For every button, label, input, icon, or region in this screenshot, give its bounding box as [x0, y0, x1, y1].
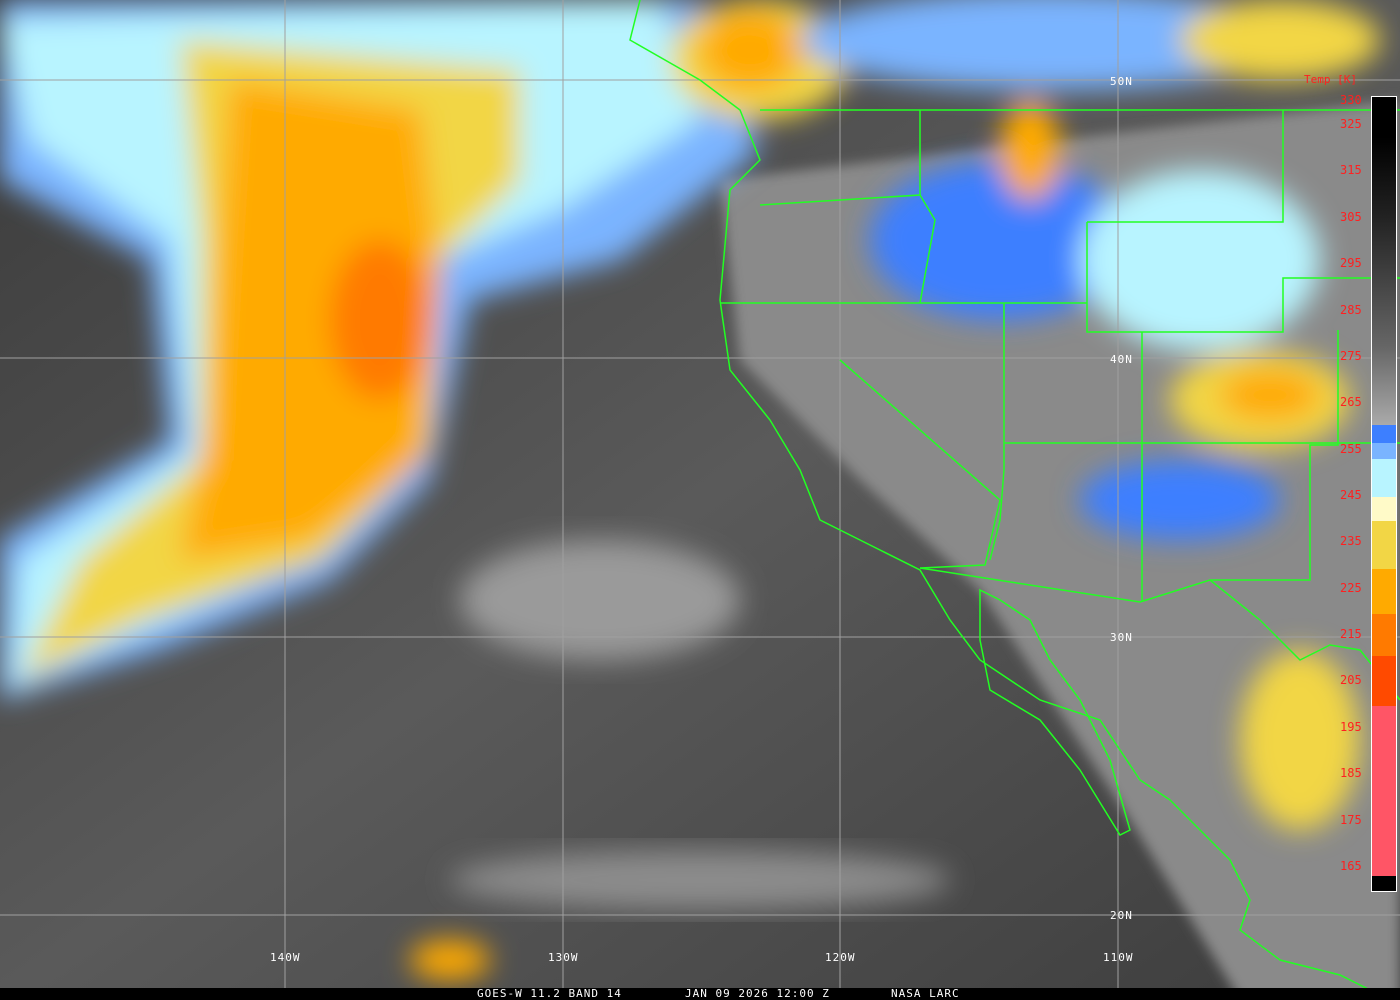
colorbar-tick-label: 175	[1340, 813, 1362, 827]
datetime-label: JAN 09 2026 12:00 Z	[685, 987, 830, 1000]
colorbar-tick-label: 330	[1340, 93, 1362, 107]
product-label: GOES-W 11.2 BAND 14	[477, 987, 622, 1000]
colorbar-tick-label: 305	[1340, 210, 1362, 224]
temperature-colorbar	[1371, 96, 1397, 892]
colorbar-tick-label: 215	[1340, 627, 1362, 641]
colorbar-tick-label: 235	[1340, 534, 1362, 548]
lat-label-20n: 20N	[1110, 909, 1133, 922]
lon-label-130w: 130W	[548, 951, 579, 964]
colorbar-tick-label: 265	[1340, 395, 1362, 409]
lon-label-120w: 120W	[825, 951, 856, 964]
colorbar-tick-label: 185	[1340, 766, 1362, 780]
caption-bar: GOES-W 11.2 BAND 14 JAN 09 2026 12:00 Z …	[0, 988, 1400, 1000]
colorbar-tick-label: 225	[1340, 581, 1362, 595]
credit-label: NASA LARC	[891, 987, 960, 1000]
colorbar-tick-label: 295	[1340, 256, 1362, 270]
colorbar-tick-label: 275	[1340, 349, 1362, 363]
lat-label-50n: 50N	[1110, 75, 1133, 88]
colorbar-tick-label: 195	[1340, 720, 1362, 734]
colorbar-tick-label: 325	[1340, 117, 1362, 131]
lon-label-140w: 140W	[270, 951, 301, 964]
political-boundaries	[629, 0, 1400, 991]
colorbar-tick-label: 255	[1340, 442, 1362, 456]
colorbar-tick-label: 165	[1340, 859, 1362, 873]
lat-label-30n: 30N	[1110, 631, 1133, 644]
colorbar-tick-label: 245	[1340, 488, 1362, 502]
lat-label-40n: 40N	[1110, 353, 1133, 366]
colorbar-tick-label: 205	[1340, 673, 1362, 687]
colorbar-tick-label: 285	[1340, 303, 1362, 317]
colorbar-tick-label: 315	[1340, 163, 1362, 177]
lon-label-110w: 110W	[1103, 951, 1134, 964]
colorbar-title: Temp [K]	[1304, 73, 1357, 86]
